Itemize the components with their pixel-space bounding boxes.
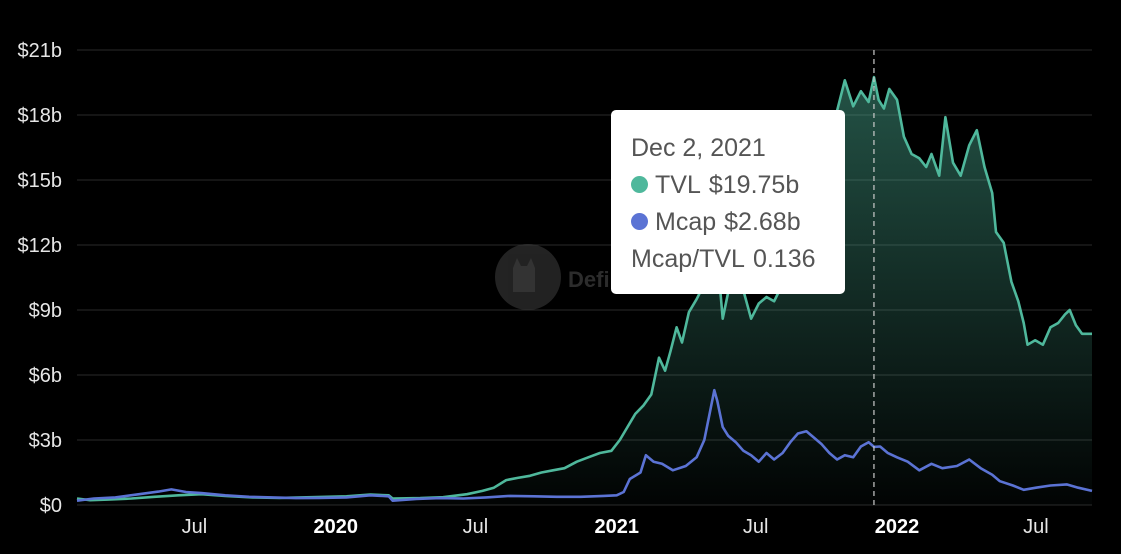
tooltip-mcap-label: Mcap: [655, 208, 717, 236]
x-tick-label: Jul: [463, 516, 489, 538]
tooltip-row-tvl: TVL $19.75b: [631, 167, 845, 204]
grid-lines: [77, 49, 1092, 506]
x-tick-label: 2020: [313, 516, 358, 538]
chart-tooltip: Dec 2, 2021 TVL $19.75b Mcap $2.68b Mcap/T…: [611, 110, 845, 294]
tooltip-row-mcap: Mcap $2.68b: [631, 204, 845, 241]
y-tick-label: $0: [40, 495, 62, 517]
y-tick-label: $15b: [18, 170, 63, 192]
tooltip-row-ratio: Mcap/TVL 0.136: [631, 241, 845, 278]
x-tick-label: 2022: [875, 516, 920, 538]
x-tick-label: 2021: [594, 516, 639, 538]
tooltip-tvl-label: TVL: [655, 171, 701, 199]
y-tick-label: $18b: [18, 105, 63, 127]
mcap-series-line: [76, 388, 1093, 502]
y-tick-label: $12b: [18, 235, 63, 257]
tooltip-mcap-value: $2.68b: [724, 208, 801, 236]
y-axis: $0 $3b $6b $9b $12b $15b $18b $21b: [18, 40, 63, 517]
mcap-dot-icon: [631, 212, 648, 230]
tooltip-date: Dec 2, 2021: [631, 134, 766, 162]
y-tick-label: $9b: [29, 300, 62, 322]
x-tick-label: Jul: [182, 516, 208, 538]
y-tick-label: $3b: [29, 430, 62, 452]
tvl-dot-icon: [631, 175, 648, 193]
x-axis: Jul 2020 Jul 2021 Jul 2022 Jul: [182, 516, 1049, 538]
y-tick-label: $6b: [29, 365, 62, 387]
tooltip-tvl-value: $19.75b: [708, 171, 800, 199]
y-tick-label: $21b: [18, 40, 63, 62]
tooltip-ratio-value: 0.136: [752, 245, 816, 273]
tooltip-ratio-label: Mcap/TVL: [631, 245, 745, 273]
x-tick-label: Jul: [743, 516, 769, 538]
x-tick-label: Jul: [1023, 516, 1049, 538]
